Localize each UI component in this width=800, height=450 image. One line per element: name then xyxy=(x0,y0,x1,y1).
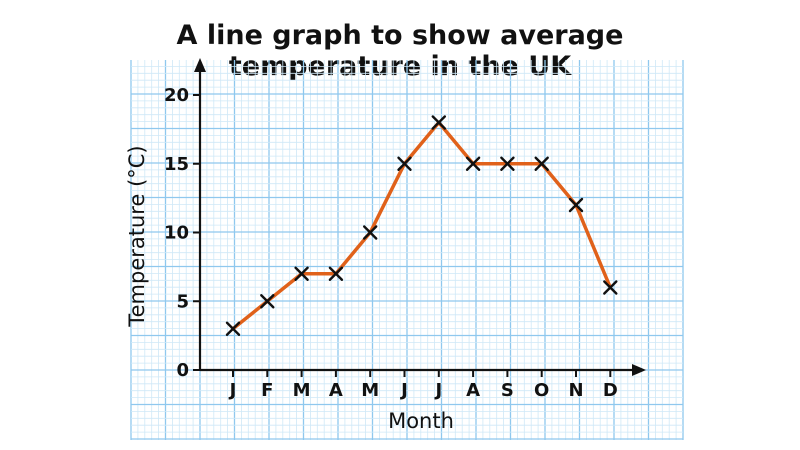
grid xyxy=(130,60,684,440)
marker-stroke xyxy=(328,266,344,281)
data-point xyxy=(500,156,515,171)
marker-stroke xyxy=(397,156,412,171)
x-tick-label: A xyxy=(466,380,480,401)
x-tick-label: N xyxy=(568,380,583,401)
data-point xyxy=(225,321,241,336)
marker-stroke xyxy=(294,266,309,281)
data-point xyxy=(260,294,275,309)
chart-title-line-1: A line graph to show average xyxy=(176,20,624,51)
marker-stroke xyxy=(363,225,378,240)
data-point xyxy=(363,225,378,240)
y-tick-label: 15 xyxy=(164,154,189,175)
data-point xyxy=(328,266,344,281)
y-tick-label: 5 xyxy=(176,291,189,312)
y-tick-label: 10 xyxy=(164,223,189,244)
data-point xyxy=(294,266,309,281)
y-tick-label: 20 xyxy=(164,85,189,106)
x-tick-label: A xyxy=(329,380,343,401)
data-point xyxy=(534,156,549,171)
axes xyxy=(194,58,646,376)
x-tick-label: M xyxy=(361,380,379,401)
series xyxy=(225,115,618,336)
marker-stroke xyxy=(534,156,549,171)
x-tick-label: D xyxy=(603,380,618,401)
x-axis-title: Month xyxy=(388,409,454,433)
x-axis-arrow xyxy=(632,364,646,376)
x-tick-label: J xyxy=(433,380,442,401)
x-tick-label: S xyxy=(501,380,514,401)
data-point xyxy=(465,156,481,171)
x-tick-label: F xyxy=(261,380,273,401)
marker-stroke xyxy=(260,294,275,309)
marker-stroke xyxy=(568,197,584,213)
y-axis-arrow xyxy=(194,58,206,72)
marker-stroke xyxy=(225,321,241,336)
data-point xyxy=(603,280,618,295)
y-axis-title: Temperature (°C) xyxy=(125,145,149,327)
x-tick-label: O xyxy=(534,380,549,401)
data-point xyxy=(568,197,584,213)
marker-stroke xyxy=(500,156,515,171)
y-tick-label: 0 xyxy=(176,360,189,381)
marker-stroke xyxy=(465,156,481,171)
data-point xyxy=(397,156,412,171)
x-tick-label: J xyxy=(399,380,408,401)
data-point xyxy=(431,115,446,130)
marker-stroke xyxy=(603,280,618,295)
x-tick-label: J xyxy=(228,380,237,401)
marker-stroke xyxy=(431,115,446,130)
x-tick-label: M xyxy=(293,380,311,401)
